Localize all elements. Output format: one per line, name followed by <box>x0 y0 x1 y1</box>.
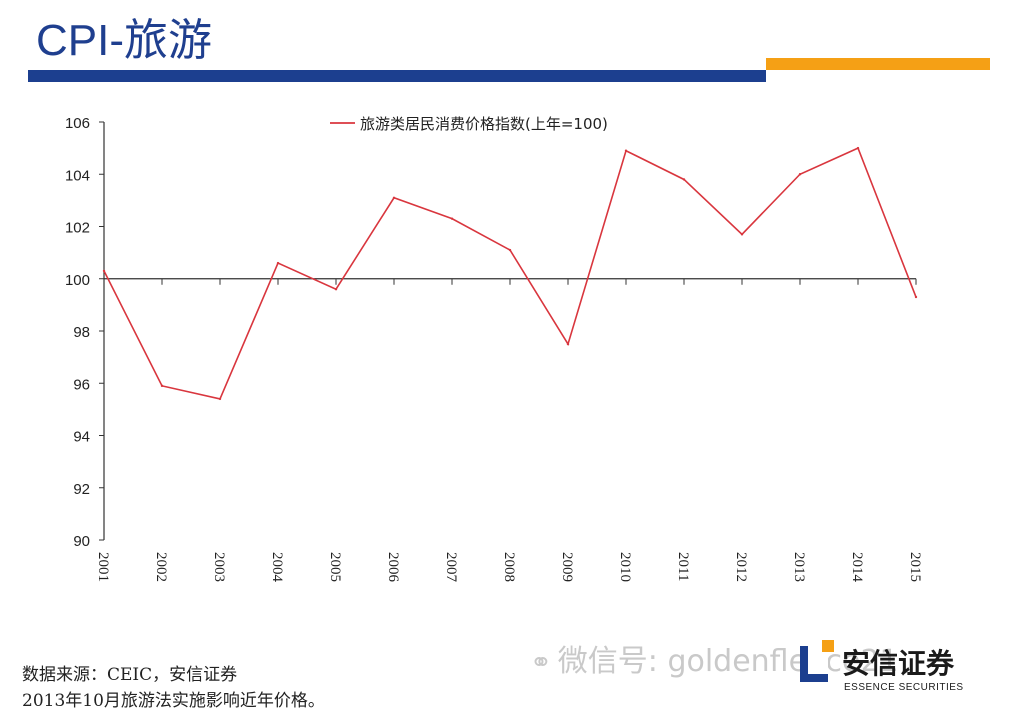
x-tick-label: 2007 <box>443 552 459 583</box>
logo-name: 安信证券 <box>842 647 955 680</box>
data-point <box>334 288 338 291</box>
x-tick-label: 2002 <box>153 552 169 582</box>
logo-english: ESSENCE SECURITIES <box>844 682 964 693</box>
logo-mark-icon <box>800 640 834 682</box>
data-point <box>276 261 280 265</box>
data-point <box>914 295 918 299</box>
x-tick-label: 2006 <box>385 552 401 583</box>
y-tick-label: 96 <box>73 376 90 393</box>
x-tick-label: 2005 <box>327 552 343 582</box>
y-tick-label: 92 <box>73 481 90 498</box>
y-tick-label: 104 <box>65 167 90 184</box>
data-source-note: 数据来源：CEIC，安信证券 <box>22 665 238 685</box>
y-tick-label: 100 <box>65 272 90 289</box>
data-point <box>160 384 164 388</box>
x-tick-label: 2003 <box>211 552 227 582</box>
x-tick-label: 2008 <box>501 552 517 582</box>
title-underline-blue <box>28 70 766 82</box>
wechat-icon: ⚭ <box>530 648 552 678</box>
legend-label: 旅游类居民消费价格指数(上年=100) <box>360 115 608 133</box>
x-tick-label: 2001 <box>95 552 111 582</box>
y-tick-label: 106 <box>65 115 90 132</box>
y-tick-label: 98 <box>73 324 90 341</box>
y-tick-label: 90 <box>73 533 90 550</box>
data-point <box>566 342 570 346</box>
title-underline-orange <box>766 58 990 70</box>
x-tick-label: 2010 <box>617 552 633 582</box>
footnote: 2013年10月旅游法实施影响近年价格。 <box>22 691 325 711</box>
data-point <box>856 146 860 150</box>
data-point <box>624 149 628 152</box>
series-line <box>103 147 917 400</box>
x-tick-label: 2013 <box>791 552 807 582</box>
wechat-watermark: ⚭ 微信号: goldenfleece21 <box>530 636 899 680</box>
data-point <box>740 233 744 236</box>
data-point <box>450 217 454 220</box>
page-title: CPI-旅游 <box>36 16 212 65</box>
data-point <box>508 248 512 252</box>
x-tick-label: 2009 <box>559 552 575 582</box>
x-tick-label: 2015 <box>907 552 923 582</box>
x-tick-label: 2011 <box>675 552 691 581</box>
data-point <box>392 196 396 199</box>
x-tick-label: 2014 <box>849 552 865 583</box>
y-tick-label: 94 <box>73 429 90 446</box>
data-point <box>682 178 686 181</box>
company-logo: 安信证券 ESSENCE SECURITIES <box>800 636 970 698</box>
x-tick-label: 2012 <box>733 552 749 582</box>
data-point <box>798 173 802 176</box>
watermark-text: 微信号: goldenfleece21 <box>557 644 899 679</box>
data-point <box>218 397 222 401</box>
data-point <box>102 269 106 273</box>
y-tick-label: 102 <box>65 220 90 237</box>
x-tick-label: 2004 <box>269 552 285 583</box>
